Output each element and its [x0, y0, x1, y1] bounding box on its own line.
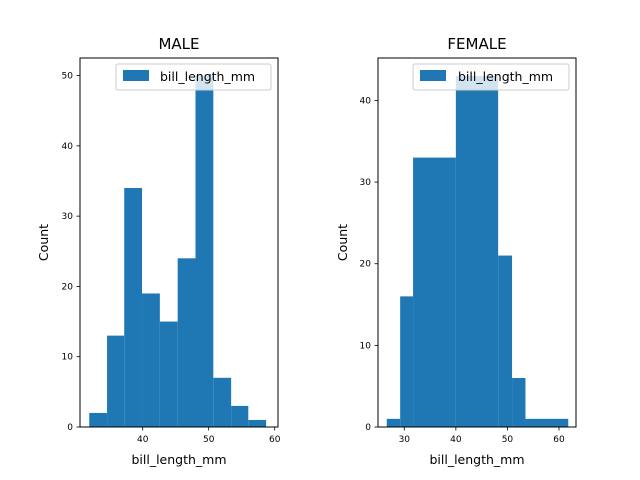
- female-chart-title: FEMALE: [447, 35, 506, 53]
- male-y-tick-label: 10: [62, 353, 74, 363]
- male-histogram-panel: MALE 40 50 60 0 10 20 30 40 50 bill_length_mm C…: [36, 35, 281, 467]
- female-bar-5: [512, 378, 526, 427]
- male-bar-2: [124, 188, 143, 427]
- male-bar-6: [195, 75, 214, 427]
- female-y-axis-label: Count: [335, 224, 350, 261]
- male-axes-frame: [79, 57, 279, 428]
- female-y-tick-label: 0: [365, 423, 371, 433]
- female-y-tick-label: 30: [360, 178, 372, 188]
- male-x-tick-label: 40: [137, 435, 149, 445]
- male-bar-9: [248, 419, 267, 427]
- female-axes-frame: [377, 57, 577, 428]
- male-bar-5: [177, 258, 196, 427]
- male-y-ticks: 0 10 20 30 40 50: [62, 72, 80, 433]
- male-y-tick-label: 40: [62, 142, 74, 152]
- male-y-tick-label: 30: [62, 212, 74, 222]
- male-y-axis-label: Count: [36, 224, 51, 261]
- female-y-tick-label: 10: [360, 341, 372, 351]
- female-bar-6: [525, 418, 569, 427]
- female-bar-2: [413, 157, 456, 427]
- male-y-tick-label: 20: [62, 282, 74, 292]
- female-y-tick-label: 20: [360, 260, 372, 270]
- female-x-ticks: 30 40 50 60: [399, 427, 565, 445]
- male-x-tick-label: 50: [203, 435, 215, 445]
- female-y-tick-label: 40: [360, 96, 372, 106]
- female-legend-box: [412, 63, 570, 91]
- female-bar-3: [455, 75, 499, 428]
- female-bar-4: [498, 255, 513, 427]
- male-y-tick-label: 0: [67, 423, 73, 433]
- male-x-tick-label: 60: [269, 435, 281, 445]
- male-bar-3: [142, 293, 160, 427]
- male-bars: [89, 75, 267, 427]
- female-legend: bill_length_mm: [412, 63, 570, 91]
- female-legend-swatch: [420, 70, 446, 81]
- female-x-tick-label: 40: [450, 435, 462, 445]
- male-y-tick-label: 50: [62, 72, 74, 82]
- female-x-tick-label: 60: [553, 435, 565, 445]
- female-y-ticks: 0 10 20 30 40: [360, 96, 378, 433]
- female-x-tick-label: 30: [399, 435, 411, 445]
- male-bar-7: [213, 377, 232, 427]
- male-bar-4: [159, 321, 178, 427]
- female-bars: [386, 75, 569, 428]
- male-legend: bill_length_mm: [115, 63, 272, 91]
- male-bar-8: [231, 405, 249, 427]
- female-histogram-panel: FEMALE 30 40 50 60 0 10 20 30 40 bill_length_mm…: [335, 35, 577, 467]
- male-x-ticks: 40 50 60: [137, 427, 281, 445]
- female-bar-0: [386, 418, 401, 427]
- male-legend-swatch: [123, 70, 149, 81]
- male-chart-title: MALE: [158, 35, 199, 53]
- female-x-tick-label: 50: [502, 435, 514, 445]
- female-x-axis-label: bill_length_mm: [429, 452, 524, 467]
- male-bar-1: [107, 335, 125, 427]
- male-bar-0: [89, 412, 108, 427]
- male-legend-label: bill_length_mm: [160, 69, 255, 84]
- female-bar-1: [400, 296, 414, 427]
- female-legend-label: bill_length_mm: [458, 69, 553, 84]
- male-legend-box: [115, 63, 272, 91]
- male-x-axis-label: bill_length_mm: [131, 452, 226, 467]
